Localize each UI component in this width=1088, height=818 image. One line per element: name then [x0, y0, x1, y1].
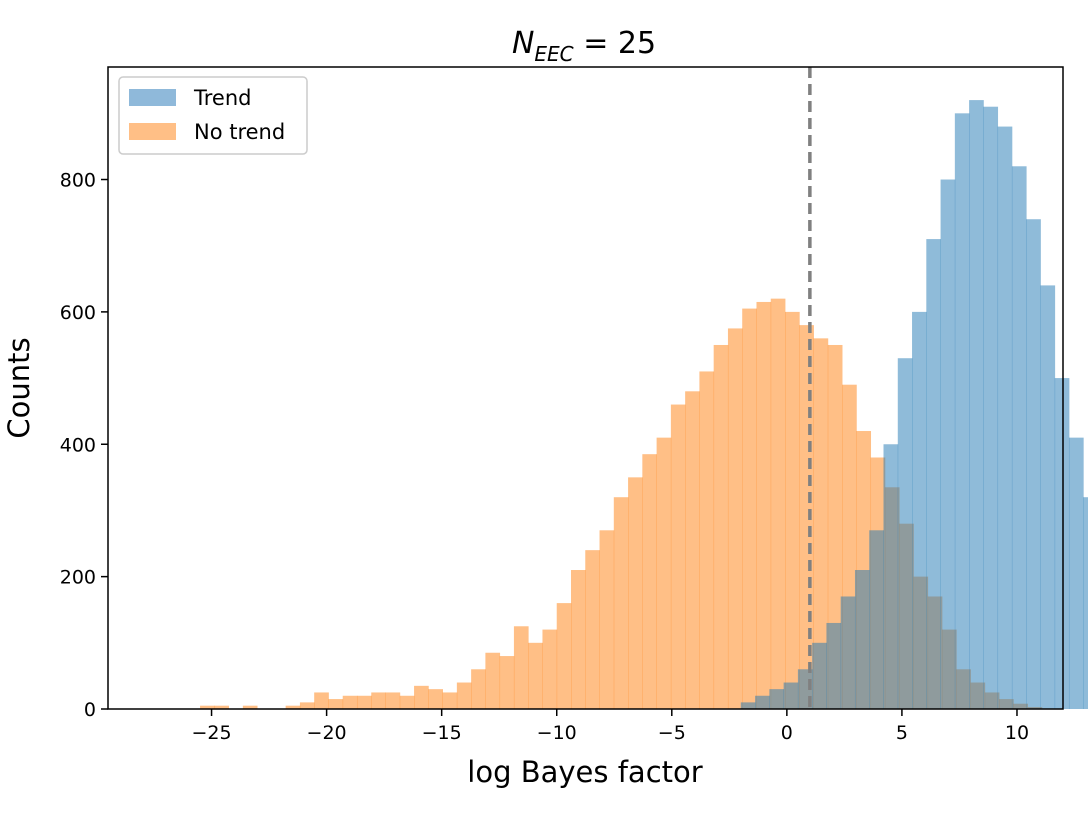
bar-no-trend: [813, 338, 829, 709]
bar-no-trend: [399, 695, 415, 709]
bar-no-trend: [770, 298, 786, 709]
chart-title-rest: = 25: [574, 26, 656, 61]
bar-no-trend: [314, 692, 329, 709]
x-axis-label: log Bayes factor: [467, 755, 702, 789]
bar-no-trend: [599, 530, 615, 709]
bar-no-trend: [328, 699, 344, 709]
bar-no-trend: [756, 301, 772, 709]
y-tick-label: 400: [60, 434, 96, 456]
bar-trend: [883, 444, 899, 709]
bar-no-trend: [556, 603, 572, 709]
bar-no-trend: [799, 325, 814, 709]
y-axis-label: Counts: [2, 337, 36, 438]
legend: Trend No trend: [118, 76, 308, 155]
y-axis: 0 200 400 600 800: [60, 170, 108, 721]
bar-trend: [983, 106, 999, 709]
bar-no-trend: [385, 692, 401, 709]
bar-no-trend: [371, 692, 386, 709]
bar-no-trend: [585, 550, 600, 709]
bar-no-trend: [827, 344, 843, 709]
bar-trend: [755, 695, 770, 709]
bar-no-trend: [628, 477, 643, 709]
bar-no-trend: [528, 642, 543, 709]
bar-trend: [912, 311, 927, 709]
bar-trend: [783, 682, 799, 709]
bar-trend: [1083, 497, 1088, 709]
bar-trend: [1040, 285, 1056, 709]
legend-label-no-trend: No trend: [194, 120, 285, 144]
series-trend-bars: [740, 100, 1088, 710]
bar-no-trend: [571, 570, 586, 709]
bar-trend: [826, 622, 842, 709]
bar-trend: [1054, 378, 1070, 709]
bar-trend: [840, 596, 856, 709]
bar-no-trend: [200, 705, 215, 709]
x-tick-label: 10: [1005, 722, 1029, 744]
bar-no-trend: [242, 705, 258, 709]
y-tick-label: 0: [84, 699, 96, 721]
bar-no-trend: [785, 311, 800, 709]
bar-trend: [854, 570, 870, 709]
x-tick-label: −10: [537, 722, 577, 744]
bar-no-trend: [428, 689, 443, 709]
bar-no-trend: [456, 682, 472, 709]
bar-trend: [740, 702, 756, 709]
bar-trend: [769, 689, 785, 709]
legend-swatch-trend: [129, 89, 176, 106]
legend-swatch-no-trend: [129, 123, 176, 140]
x-tick-label: 0: [781, 722, 793, 744]
bar-no-trend: [742, 308, 757, 709]
bar-no-trend: [699, 371, 715, 709]
bar-trend: [812, 642, 827, 709]
bar-trend: [954, 113, 970, 709]
bar-no-trend: [642, 454, 658, 709]
bar-trend: [869, 530, 884, 709]
bar-no-trend: [613, 497, 629, 709]
bar-no-trend: [342, 695, 358, 709]
bar-no-trend: [685, 391, 700, 709]
x-tick-label: −15: [422, 722, 462, 744]
bar-no-trend: [499, 656, 515, 709]
bar-no-trend: [442, 692, 458, 709]
x-axis: −25 −20 −15 −10 −5 0 5 10: [191, 709, 1029, 744]
y-tick-label: 800: [60, 170, 96, 192]
x-tick-label: −25: [191, 722, 231, 744]
bar-no-trend: [214, 705, 229, 709]
bar-no-trend: [513, 626, 529, 709]
chart-title: NEEC = 25: [512, 26, 656, 66]
chart-title-subscript: EEC: [534, 42, 573, 66]
bar-no-trend: [356, 695, 372, 709]
bar-trend: [1026, 219, 1041, 709]
y-tick-label: 600: [60, 302, 96, 324]
x-tick-label: 5: [896, 722, 908, 744]
bar-no-trend: [727, 328, 743, 709]
bar-no-trend: [299, 702, 315, 709]
legend-label-trend: Trend: [193, 86, 251, 110]
bar-trend: [997, 126, 1013, 709]
x-tick-label: −5: [658, 722, 686, 744]
bar-no-trend: [471, 669, 486, 709]
bar-trend: [940, 179, 956, 710]
bar-no-trend: [414, 685, 429, 709]
y-tick-label: 200: [60, 567, 96, 589]
bar-no-trend: [670, 404, 686, 709]
bar-no-trend: [656, 437, 672, 709]
bar-trend: [969, 100, 984, 710]
bar-trend: [926, 239, 941, 710]
bar-trend: [897, 358, 913, 709]
chart-title-main: N: [512, 26, 534, 61]
bar-no-trend: [285, 705, 301, 709]
bar-trend: [1068, 437, 1084, 709]
x-tick-label: −20: [307, 722, 347, 744]
bar-no-trend: [713, 344, 729, 709]
plot-area-frame: [107, 66, 1064, 710]
bar-trend: [1011, 166, 1027, 710]
bar-no-trend: [485, 652, 501, 709]
bar-no-trend: [542, 629, 558, 709]
